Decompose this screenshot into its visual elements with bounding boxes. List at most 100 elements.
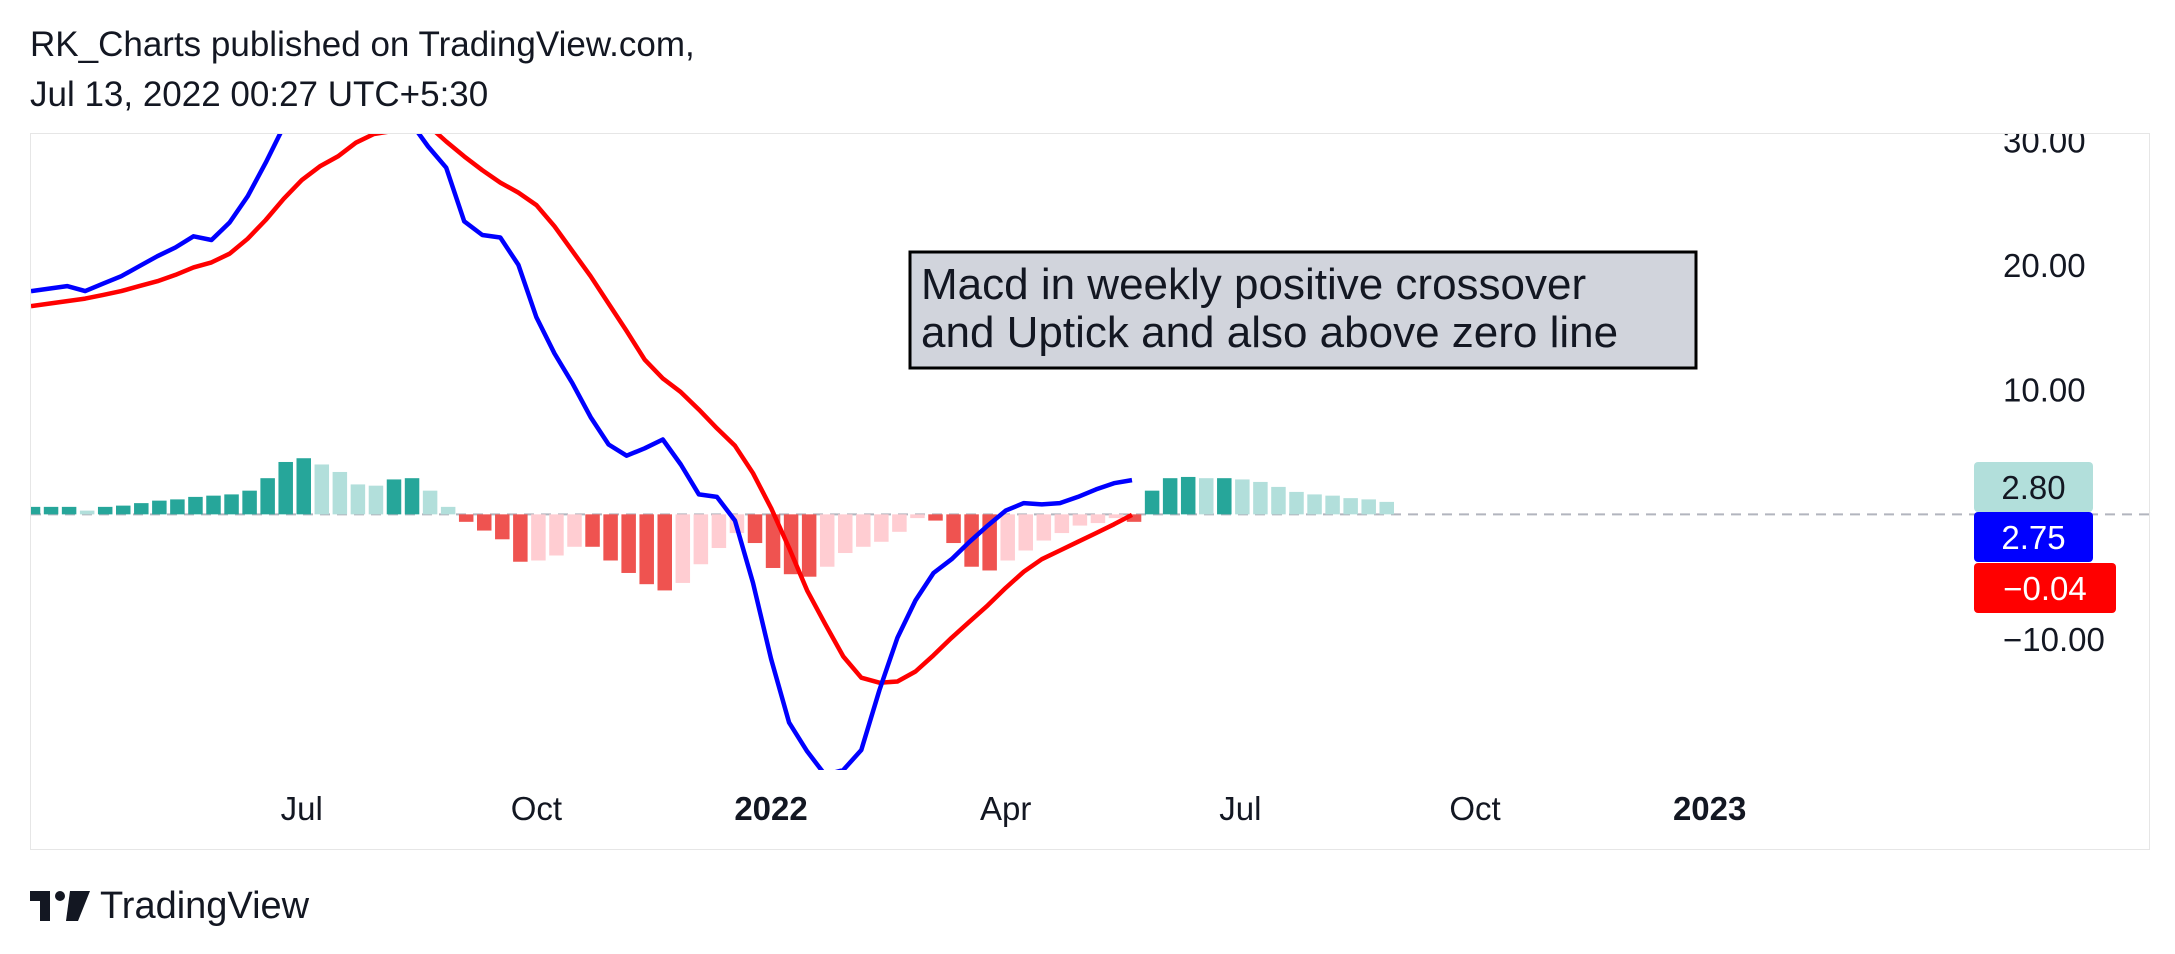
histogram-bar — [549, 514, 564, 556]
chart-pane[interactable]: 30.00 20.00 10.00 −10.00 Jul Oct 2022 Apr Jul Oct… — [30, 133, 2151, 851]
histogram-bar — [188, 496, 203, 515]
histogram-bar — [856, 514, 871, 547]
y-tick-label: 10.00 — [2003, 372, 2086, 409]
histogram-bar — [1108, 514, 1124, 519]
histogram-bar — [458, 514, 474, 522]
histogram-bar — [170, 499, 185, 515]
histogram-bar — [260, 478, 275, 515]
histogram-bar — [711, 514, 727, 549]
signal-value-label: −0.04 — [1974, 563, 2116, 613]
histogram-bar — [495, 514, 510, 540]
x-tick-label: 2023 — [1673, 790, 1746, 827]
histogram-bar — [801, 514, 817, 577]
histogram-bar — [819, 514, 835, 567]
histogram-bar — [892, 514, 907, 532]
value-label-text: 2.75 — [2001, 519, 2065, 556]
histogram-bar — [1307, 494, 1322, 515]
value-label-bg — [1974, 563, 2116, 613]
histogram-bar — [693, 514, 709, 565]
histogram-bar — [1379, 501, 1394, 515]
macd-value-label: 2.75 — [1974, 512, 2093, 562]
value-label-bg — [1974, 512, 2093, 562]
tradingview-brand: TradingView — [100, 884, 310, 927]
histogram-bar — [1217, 478, 1232, 515]
histogram-bar — [440, 506, 456, 515]
histogram-bar — [1018, 514, 1033, 551]
histogram-bar — [477, 514, 492, 531]
histogram-bar — [639, 514, 654, 585]
histogram-bar — [1253, 481, 1268, 515]
macd-chart[interactable]: 30.00 20.00 10.00 −10.00 Jul Oct 2022 Apr Jul Oct… — [31, 134, 2151, 851]
x-tick-label: Oct — [1449, 790, 1500, 827]
histogram-bar — [116, 505, 131, 515]
histogram-bar — [928, 514, 943, 521]
histogram-bar — [603, 514, 618, 561]
value-label-text: −0.04 — [2003, 570, 2087, 607]
histogram-bar — [675, 514, 691, 583]
histogram-bar — [1144, 490, 1160, 515]
histogram-bar — [946, 514, 961, 544]
histogram-bar — [386, 479, 402, 515]
histogram-bar — [350, 484, 366, 515]
histogram-bar — [61, 506, 77, 515]
histogram-bar — [1325, 495, 1340, 515]
y-tick-label: 30.00 — [2003, 134, 2086, 159]
histogram-bar — [1036, 514, 1052, 541]
histogram-bar — [874, 514, 889, 542]
macd-line — [31, 134, 1133, 770]
histogram-bar — [1343, 498, 1358, 515]
histogram-bar — [206, 495, 221, 515]
x-tick-label: Apr — [980, 790, 1031, 827]
value-label-text: 2.80 — [2001, 469, 2065, 506]
histogram-bar — [657, 514, 672, 591]
histogram-bar — [1054, 514, 1070, 534]
histogram-bar — [404, 478, 420, 515]
histogram-value-label: 2.80 — [1974, 462, 2093, 512]
annotation-text: and Uptick and also above zero line — [921, 308, 1618, 357]
histogram-bar — [368, 485, 384, 515]
histogram-bar — [765, 514, 781, 568]
histogram-bar — [621, 514, 636, 573]
histogram-bar — [747, 514, 763, 544]
annotation-text: Macd in weekly positive crossover — [921, 260, 1586, 309]
histogram-bar — [332, 471, 348, 515]
histogram-bar — [567, 514, 582, 547]
histogram-bar — [296, 458, 311, 515]
histogram-bar — [513, 514, 528, 562]
x-tick-label: Jul — [281, 790, 323, 827]
histogram-series — [31, 458, 1394, 591]
histogram-bar — [422, 490, 438, 515]
histogram-bar — [1126, 514, 1142, 522]
signal-line — [31, 134, 1134, 685]
histogram-bar — [1072, 514, 1088, 526]
y-tick-label: 20.00 — [2003, 247, 2086, 284]
tradingview-logo-icon — [30, 891, 90, 921]
histogram-bar — [1235, 479, 1250, 515]
histogram-bar — [43, 506, 59, 515]
value-label-bg — [1974, 462, 2093, 512]
histogram-bar — [1289, 491, 1304, 515]
histogram-bar — [838, 514, 853, 554]
histogram-bar — [97, 506, 113, 515]
footer: TradingView — [30, 880, 309, 932]
histogram-bar — [585, 514, 600, 547]
histogram-bar — [910, 514, 925, 519]
timestamp-line: Jul 13, 2022 00:27 UTC+5:30 — [30, 75, 489, 114]
histogram-bar — [79, 510, 95, 515]
histogram-bar — [1162, 478, 1178, 515]
histogram-bar — [224, 494, 239, 515]
histogram-bar — [1000, 514, 1015, 561]
histogram-bar — [31, 506, 41, 515]
histogram-bar — [1199, 478, 1214, 515]
histogram-bar — [314, 464, 330, 515]
histogram-bar — [134, 503, 149, 515]
x-tick-label: Jul — [1219, 790, 1261, 827]
chart-header: RK_Charts published on TradingView.com, … — [30, 20, 695, 120]
histogram-bar — [531, 514, 546, 561]
histogram-bar — [1090, 514, 1106, 524]
histogram-bar — [152, 500, 167, 515]
histogram-bar — [242, 490, 257, 515]
x-tick-label: 2022 — [734, 790, 807, 827]
histogram-bar — [1361, 499, 1376, 515]
